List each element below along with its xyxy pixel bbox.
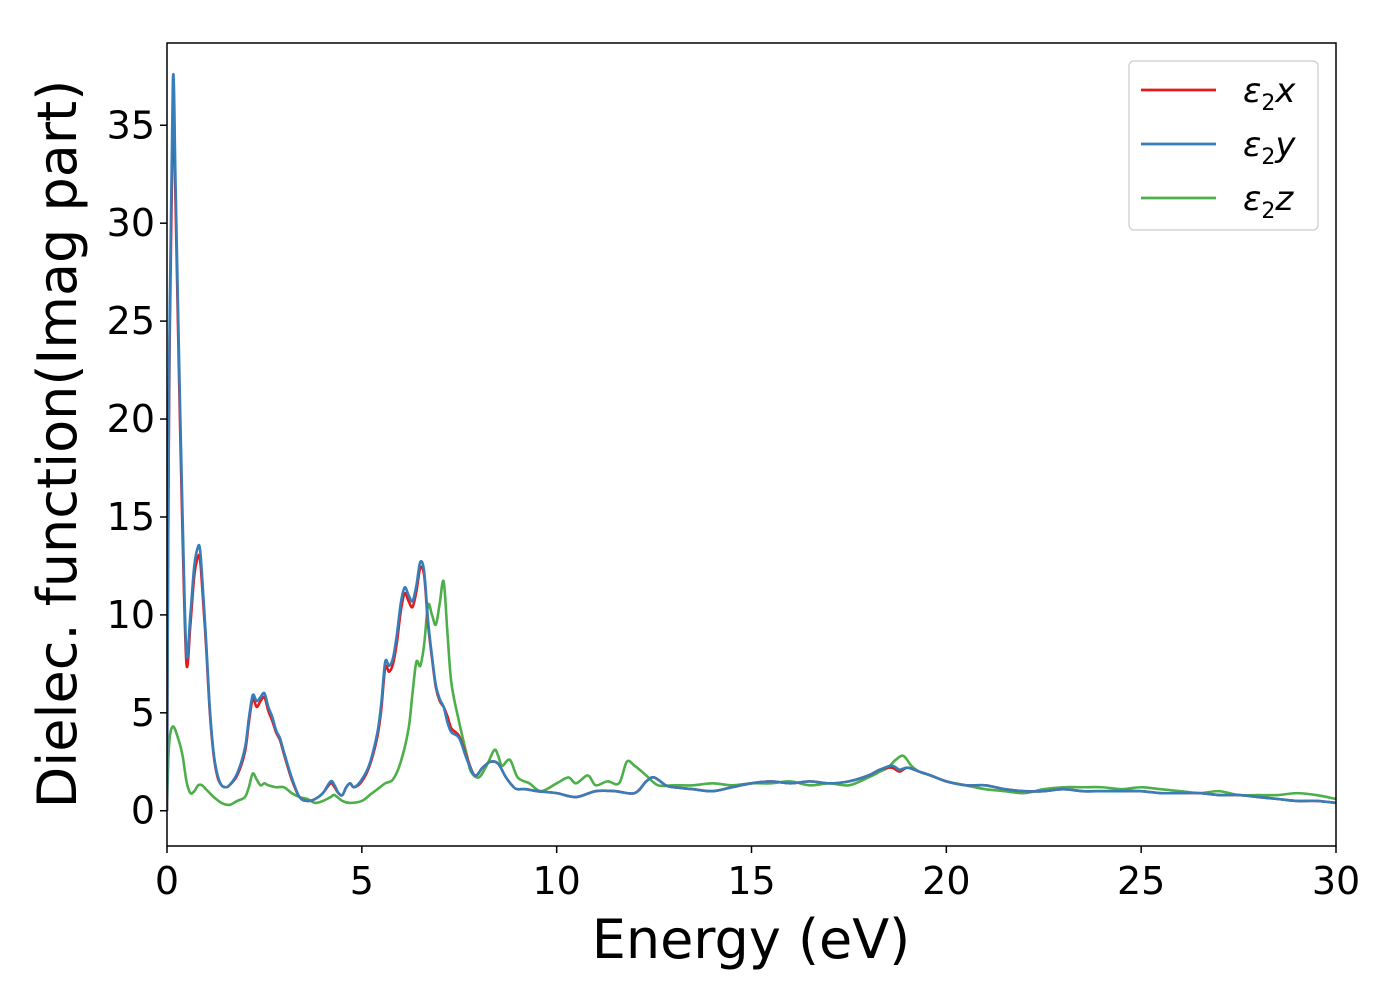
legend: ε2x ε2y ε2z: [1128, 60, 1319, 231]
x-tick-label: 25: [1117, 859, 1165, 903]
y-tick-label: 20: [107, 397, 155, 441]
legend-box: [1128, 60, 1319, 231]
y-tick-label: 10: [107, 593, 155, 637]
series-line-y: [167, 72, 1336, 811]
x-tick-label: 30: [1312, 859, 1360, 903]
x-axis-title: Energy (eV): [592, 908, 911, 971]
y-axis-ticks: 0 5 10 15 20 25 30 35: [107, 103, 167, 833]
x-tick-label: 15: [727, 859, 775, 903]
y-axis-title: Dielec. function(Imag part): [26, 80, 89, 809]
legend-label-z: ε2z: [1243, 179, 1294, 224]
y-tick-label: 35: [107, 103, 155, 147]
x-tick-label: 20: [922, 859, 970, 903]
x-tick-label: 0: [155, 859, 179, 903]
y-tick-label: 5: [131, 691, 155, 735]
y-tick-label: 30: [107, 201, 155, 245]
plot-lines: [167, 72, 1336, 811]
y-tick-label: 25: [107, 299, 155, 343]
legend-label-y: ε2y: [1243, 125, 1296, 170]
x-tick-label: 5: [350, 859, 374, 903]
y-tick-label: 0: [131, 789, 155, 833]
x-tick-label: 10: [532, 859, 580, 903]
y-tick-label: 15: [107, 495, 155, 539]
legend-label-x: ε2x: [1243, 71, 1296, 116]
x-axis-ticks: 0 5 10 15 20 25 30: [155, 846, 1360, 903]
